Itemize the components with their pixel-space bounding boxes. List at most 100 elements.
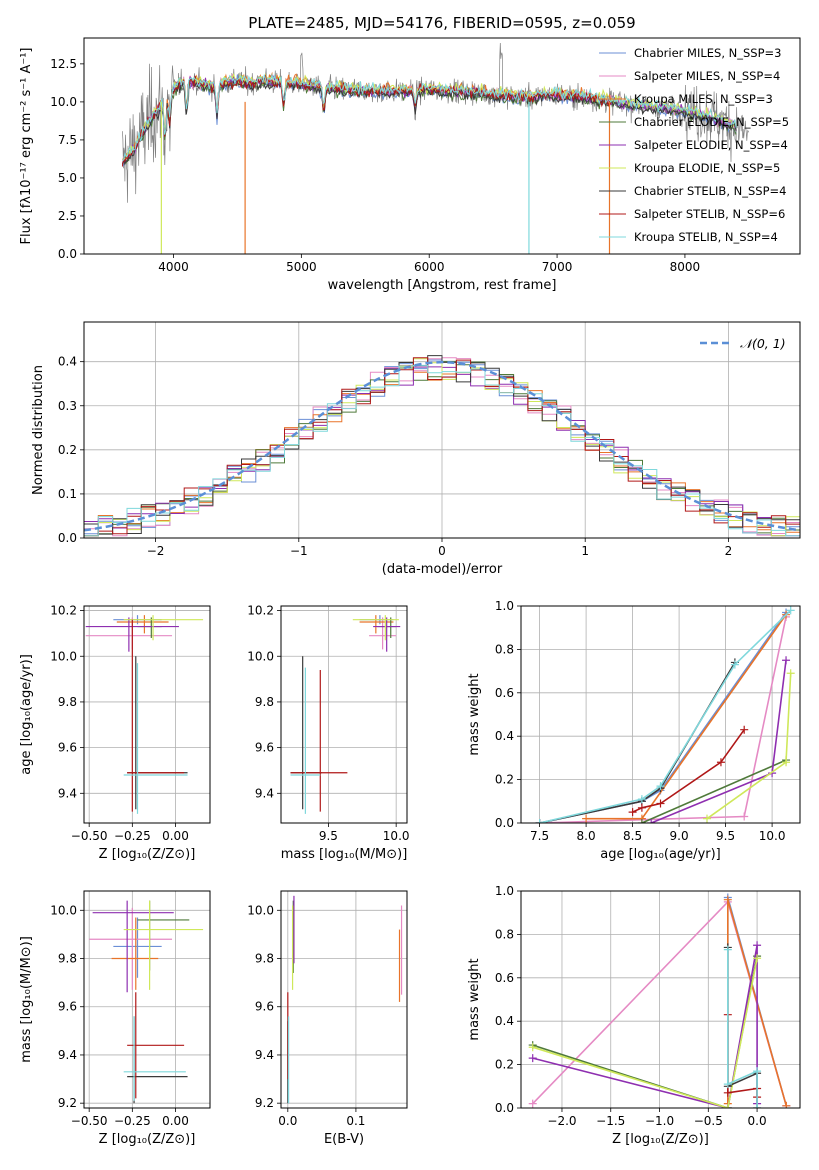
x-tick-label: −0.50: [71, 1114, 108, 1128]
y-axis-label: age [log₁₀(age/yr)]: [19, 654, 34, 775]
weight-line: [539, 616, 787, 823]
y-tick-label: 9.8: [58, 952, 77, 966]
weight-marker: [786, 606, 795, 615]
y-tick-label: 9.2: [255, 1096, 274, 1110]
plot-area: [521, 891, 800, 1108]
x-tick-label: 1: [581, 544, 589, 558]
x-tick-label: 8.0: [577, 829, 596, 843]
legend-label: Kroupa MILES, N_SSP=3: [634, 92, 773, 106]
y-tick-label: 1.0: [495, 884, 514, 898]
x-tick-label: 6000: [414, 260, 445, 274]
x-tick-label: 9.5: [716, 829, 735, 843]
weight-vs-age-panel: 7.5 8.0 8.5 9.0 9.5 10.0 0.0 0.2 0.4 0.6 0.8 1.0 age…: [467, 599, 801, 862]
weight-line: [727, 949, 758, 1108]
x-axis-label: (data-model)/error: [382, 562, 503, 577]
weight-marker: [753, 954, 762, 963]
weight-line: [650, 660, 787, 823]
legend-label: Chabrier ELODIE, N_SSP=5: [634, 115, 789, 129]
weight-line: [532, 958, 758, 1108]
plot-area: [84, 891, 210, 1108]
axes-frame: [83, 37, 801, 255]
axes-frame: [83, 605, 211, 824]
y-axis-label: mass weight: [467, 673, 482, 755]
legend-label: Chabrier STELIB, N_SSP=4: [634, 184, 786, 198]
weight-marker: [786, 669, 795, 678]
weight-marker: [637, 795, 646, 804]
age-vs-metallicity-panel: −0.50 −0.25 0.00 9.4 9.6 9.8 10.0 10.2 Z [log₁₀(…: [19, 604, 211, 862]
y-tick-label: 9.8: [255, 952, 274, 966]
x-tick-label: 0.00: [162, 829, 189, 843]
y-axis-label: mass weight: [467, 958, 482, 1040]
x-tick-label: 7000: [542, 260, 573, 274]
weight-marker: [782, 758, 791, 767]
y-tick-label: 9.4: [58, 1048, 77, 1062]
y-tick-label: 10.0: [50, 903, 77, 917]
spectrum-panel: 4000 5000 6000 7000 8000 0.0 2.5 5.0 7.5 10.0 12.5…: [19, 37, 801, 293]
weight-marker: [723, 1080, 732, 1089]
weight-marker: [528, 1099, 537, 1108]
x-axis-label: Z [log₁₀(Z/Z⊙)]: [612, 1132, 709, 1147]
y-axis-label: mass [log₁₀(M/M⊙)]: [19, 936, 34, 1063]
weight-marker: [628, 808, 637, 817]
residuals-panel: −2 −1 0 1 2 0.0 0.1 0.2 0.3 0.4 (data-model)/error…: [31, 321, 801, 577]
y-axis-label: Flux [fλ10⁻¹⁷ erg cm⁻² s⁻¹ A⁻¹]: [19, 48, 34, 245]
x-tick-label: 5000: [286, 260, 317, 274]
y-tick-label: 10.0: [247, 903, 274, 917]
age-vs-mass-panel: 9.5 10.0 9.4 9.6 9.8 10.0 10.2 mass [log₁₀(M/M⊙…: [247, 604, 409, 862]
weight-marker: [716, 758, 725, 767]
x-axis-label: age [log₁₀(age/yr)]: [600, 847, 721, 862]
x-axis-label: wavelength [Angstrom, rest frame]: [328, 278, 557, 293]
legend-label: Salpeter ELODIE, N_SSP=4: [634, 138, 788, 152]
x-tick-label: 0.0: [748, 1114, 767, 1128]
weight-line: [532, 955, 758, 1108]
y-tick-label: 0.6: [495, 971, 514, 985]
weight-line: [539, 609, 792, 823]
y-tick-label: 0.0: [495, 1101, 514, 1115]
x-tick-label: −0.5: [694, 1114, 723, 1128]
weight-line: [532, 945, 758, 1108]
weight-marker: [528, 1043, 537, 1052]
plot-area: [84, 606, 210, 823]
weight-marker: [753, 1067, 762, 1076]
y-tick-label: 0.0: [58, 531, 77, 545]
axes-frame: [520, 605, 801, 824]
x-tick-label: −1: [290, 544, 308, 558]
y-tick-label: 0.3: [58, 399, 77, 413]
plot-area: [281, 606, 407, 823]
residual-histogram-step: [84, 364, 800, 537]
y-tick-label: 0.6: [495, 686, 514, 700]
model-spectrum-line: [121, 74, 612, 167]
y-tick-label: 0.8: [495, 642, 514, 656]
mass-vs-metallicity-panel: −0.50 −0.25 0.00 9.2 9.4 9.6 9.8 10.0 Z [log₁₀(Z…: [19, 890, 211, 1147]
legend-label: Chabrier MILES, N_SSP=3: [634, 46, 781, 60]
x-axis-label: E(B-V): [324, 1132, 364, 1147]
weight-line: [586, 614, 787, 820]
weight-marker: [637, 803, 646, 812]
plot-area: [521, 606, 800, 823]
axes-frame: [280, 605, 408, 824]
y-tick-label: 0.2: [58, 443, 77, 457]
weight-marker: [637, 819, 646, 823]
x-tick-label: 0: [438, 544, 446, 558]
x-tick-label: 2: [725, 544, 733, 558]
weight-marker: [782, 656, 791, 665]
weight-marker: [535, 819, 544, 823]
y-tick-label: 2.5: [58, 209, 77, 223]
y-tick-label: 9.2: [58, 1096, 77, 1110]
x-axis-label: mass [log₁₀(M/M⊙)]: [281, 847, 408, 862]
x-axis-label: Z [log₁₀(Z/Z⊙)]: [99, 847, 196, 862]
y-tick-label: 9.4: [58, 786, 77, 800]
y-tick-label: 9.8: [58, 695, 77, 709]
weight-marker: [703, 814, 711, 823]
y-tick-label: 1.0: [495, 599, 514, 613]
x-tick-label: 7.5: [530, 829, 549, 843]
x-tick-label: 8.5: [623, 829, 642, 843]
axes-frame: [280, 890, 408, 1109]
weight-marker: [723, 895, 732, 904]
axes-frame: [520, 890, 801, 1109]
x-tick-label: −0.25: [114, 829, 151, 843]
y-tick-label: 10.2: [247, 604, 274, 618]
weight-marker: [656, 782, 665, 791]
x-tick-label: −1.0: [645, 1114, 674, 1128]
